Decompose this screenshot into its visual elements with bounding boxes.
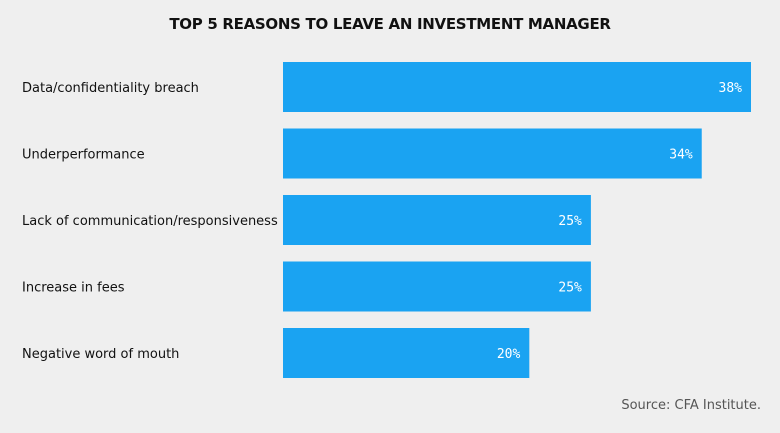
data-label: 20% — [497, 347, 521, 362]
source-note: Source: CFA Institute. — [621, 398, 761, 413]
category-label: Increase in fees — [22, 281, 125, 296]
chart-title: TOP 5 REASONS TO LEAVE AN INVESTMENT MAN… — [169, 15, 611, 33]
bar — [283, 261, 591, 312]
bar — [283, 195, 591, 245]
data-label: 38% — [719, 81, 743, 96]
data-label: 25% — [558, 281, 582, 296]
bar — [283, 128, 702, 179]
category-label: Data/confidentiality breach — [22, 81, 199, 96]
data-label: 34% — [669, 148, 693, 163]
bar — [283, 328, 530, 378]
category-label: Lack of communication/responsiveness — [22, 214, 278, 229]
bar — [283, 62, 751, 112]
category-label: Negative word of mouth — [22, 347, 179, 362]
category-label: Underperformance — [22, 148, 145, 163]
data-label: 25% — [558, 214, 582, 229]
